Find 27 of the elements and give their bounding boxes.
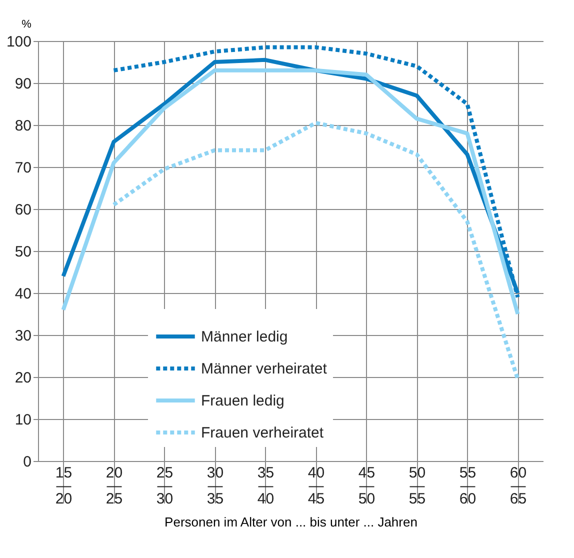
y-tick-label: 60 [14,202,32,218]
legend-label: Frauen ledig [201,392,284,410]
y-tick-label: 70 [14,160,32,176]
x-tick-label: 40 — 45 [308,464,325,508]
x-tick-label: 60 — 65 [510,464,527,508]
x-tick-label: 15 — 20 [55,464,72,508]
y-tick-label: 90 [14,76,32,92]
y-tick-label: 40 [14,286,32,302]
x-axis-title: Personen im Alter von ... bis unter ... Jahren [164,514,418,530]
x-tick-label: 25 — 30 [156,464,174,508]
y-tick-label: 100 [6,34,32,50]
x-tick-label: 20 — 25 [106,464,123,508]
y-tick-label: 50 [14,244,32,260]
x-tick-label: 50 — 55 [408,464,426,508]
legend-label: Männer verheiratet [201,360,328,378]
y-tick-label: 80 [14,118,32,134]
y-tick-label: 20 [14,370,32,386]
y-axis-title: % [22,18,32,30]
x-tick-label: 45 — 50 [358,464,376,508]
legend-label: Frauen verheiratet [201,424,324,442]
x-tick-label: 55 — 60 [459,464,476,508]
x-tick-label: 30 — 35 [206,464,224,508]
x-tick-label: 35 — 40 [257,464,274,508]
y-tick-label: 0 [23,454,32,470]
y-tick-label: 30 [14,328,32,344]
legend-label: Männer ledig [201,328,288,346]
y-tick-label: 10 [14,412,32,428]
